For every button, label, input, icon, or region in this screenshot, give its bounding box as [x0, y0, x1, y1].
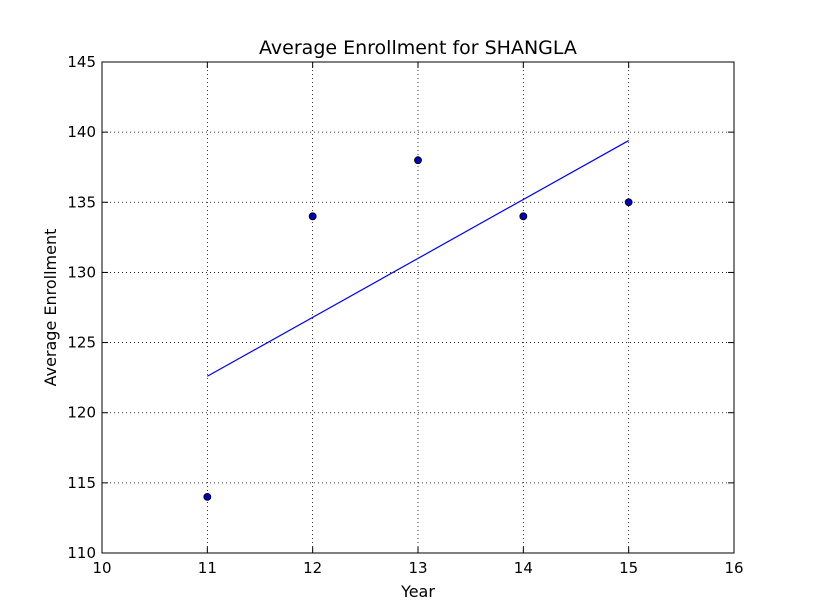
- plot-frame: [101, 61, 735, 554]
- y-tick-label: 135: [67, 193, 96, 211]
- y-tick-label: 110: [67, 544, 96, 562]
- y-tick-label: 145: [67, 53, 96, 71]
- scatter-point: [308, 212, 317, 221]
- scatter-point: [519, 212, 528, 221]
- trend-line: [207, 140, 629, 377]
- x-tick-label: 16: [724, 559, 743, 577]
- y-tick-label: 130: [67, 263, 96, 281]
- chart-title: Average Enrollment for SHANGLA: [259, 37, 577, 59]
- y-tick-label: 125: [67, 334, 96, 352]
- x-tick-label: 15: [619, 559, 638, 577]
- x-tick-label: 13: [408, 559, 427, 577]
- scatter-point: [414, 156, 422, 165]
- series-layer: [203, 140, 633, 501]
- x-tick-label: 14: [514, 559, 533, 577]
- scatter-point: [624, 198, 633, 207]
- y-axis-label: Average Enrollment: [41, 229, 60, 387]
- x-tick-label: 11: [198, 559, 217, 577]
- y-tick-label: 120: [67, 404, 96, 422]
- scatter-point: [203, 492, 212, 501]
- y-tick-label: 115: [67, 474, 96, 492]
- x-tick-label: 12: [303, 559, 322, 577]
- x-axis-label: Year: [400, 582, 435, 601]
- tick-labels: 10 11 12 13 14 15 16 110 115 120 125 130 135 140 145: [67, 53, 743, 577]
- y-tick-label: 140: [67, 123, 96, 141]
- grid-lines: [102, 62, 734, 553]
- x-tick-label: 10: [92, 559, 111, 577]
